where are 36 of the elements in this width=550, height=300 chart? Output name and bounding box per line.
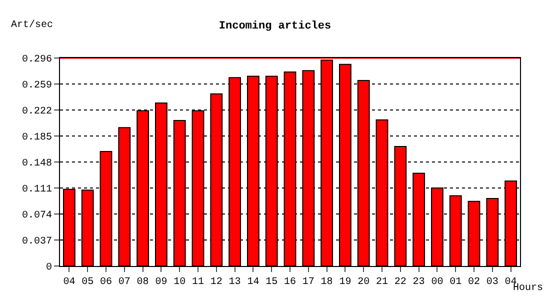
- y-axis-title: Art/sec: [11, 19, 54, 31]
- x-tick-label: 22: [394, 277, 406, 288]
- x-tick-label: 16: [284, 277, 296, 288]
- y-tick-label: 0.111: [22, 184, 52, 196]
- x-tick-label: 11: [192, 277, 204, 288]
- x-tick-label: 14: [247, 277, 260, 288]
- chart-title: Incoming articles: [218, 20, 332, 33]
- x-tick-label: 23: [412, 277, 425, 288]
- x-tick-label: 10: [174, 277, 186, 288]
- x-tick-label: 07: [118, 277, 130, 288]
- x-tick-label: 08: [136, 277, 149, 288]
- x-tick-label: 09: [155, 277, 168, 288]
- x-tick-label: 21: [376, 277, 388, 288]
- x-tick-label: 12: [210, 277, 222, 288]
- x-tick-label: 18: [320, 277, 333, 288]
- x-axis-title: Hours: [513, 283, 544, 294]
- x-tick-label: 02: [468, 277, 480, 288]
- x-tick-label: 04: [63, 277, 76, 288]
- y-tick-label: 0: [46, 262, 52, 274]
- x-tick-label: 05: [82, 277, 94, 288]
- y-tick-label: 0.222: [22, 106, 52, 118]
- x-tick-label: 00: [431, 277, 444, 288]
- y-tick-label: 0.296: [22, 54, 52, 66]
- y-tick-label: 0.148: [22, 158, 52, 170]
- y-tick-label: 0.185: [22, 132, 52, 144]
- x-tick-label: 01: [450, 277, 462, 288]
- y-tick-label: 0.074: [22, 210, 52, 222]
- x-tick-label: 13: [228, 277, 241, 288]
- y-tick-label: 0.259: [22, 80, 52, 92]
- x-tick-label: 06: [100, 277, 112, 288]
- y-tick-label: 0.037: [22, 236, 52, 248]
- x-tick-label: 19: [339, 277, 352, 288]
- x-tick-label: 03: [486, 277, 498, 288]
- x-tick-label: 15: [266, 277, 278, 288]
- x-tick-label: 17: [302, 277, 314, 288]
- x-tick-label: 20: [358, 277, 370, 288]
